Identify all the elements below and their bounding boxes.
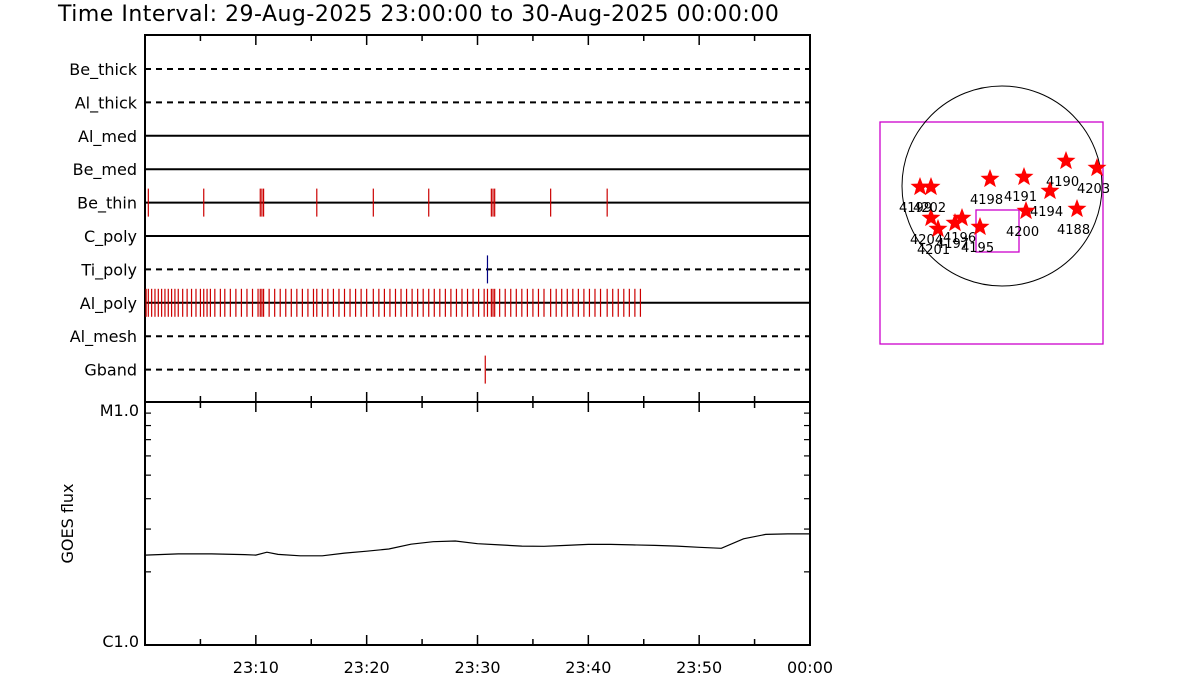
goes-frame	[144, 401, 811, 646]
y-axis-label: GOES flux	[58, 483, 77, 563]
solar-disk	[901, 85, 1103, 287]
ar-label: 4202	[913, 201, 946, 216]
page-title: Time Interval: 29-Aug-2025 23:00:00 to 3…	[58, 2, 780, 27]
ar-label: 4204	[910, 233, 943, 248]
ar-star	[980, 169, 1000, 188]
ar-star	[945, 213, 965, 232]
ar-star	[1040, 181, 1060, 200]
x-tick-label: 23:50	[676, 658, 722, 677]
ar-star	[928, 219, 948, 238]
ar-star	[1087, 158, 1107, 177]
goes-panel: M1.0 C1.0 GOES flux 23:10 23:20 23:30 23:40 23:…	[58, 401, 833, 677]
channel-label: Be_thin	[77, 194, 137, 214]
x-tick-label: 23:20	[344, 658, 390, 677]
channel-label: Al_med	[78, 127, 137, 147]
ar-label: 4203	[1077, 182, 1110, 197]
ar-label: 4194	[1030, 205, 1063, 220]
ar-star	[952, 208, 972, 227]
ar-label: 4195	[961, 241, 994, 256]
channel-label: Be_thick	[69, 60, 137, 80]
ar-label: 4201	[917, 243, 950, 258]
y-tick-label: M1.0	[100, 401, 139, 420]
ar-label: 4190	[1046, 175, 1079, 190]
channel-label: Be_med	[73, 160, 137, 180]
ar-label: 4188	[1057, 223, 1090, 238]
x-tick-label: 23:30	[454, 658, 500, 677]
ar-star	[921, 208, 941, 227]
goes-flux-line	[144, 533, 810, 557]
channel-label: Al_poly	[80, 294, 137, 314]
ar-star	[1067, 199, 1087, 218]
x-tick-label: 23:10	[233, 658, 279, 677]
channel-label: Ti_poly	[80, 260, 137, 280]
ar-star	[1014, 167, 1034, 186]
ar-label: 4191	[1004, 190, 1037, 205]
channel-label: Al_thick	[75, 93, 138, 113]
ar-star	[910, 177, 930, 196]
channel-label: Gband	[84, 361, 137, 380]
ar-star	[1016, 201, 1036, 220]
ar-label: 4196	[943, 231, 976, 246]
ar-label: 4197	[936, 237, 969, 252]
ar-label: 4199	[899, 201, 932, 216]
y-tick-label: C1.0	[102, 632, 139, 651]
x-tick-label: 00:00	[787, 658, 833, 677]
ar-star	[921, 177, 941, 196]
ar-star	[1056, 151, 1076, 170]
channel-label: C_poly	[84, 227, 137, 247]
x-tick-label: 23:40	[565, 658, 611, 677]
ar-label: 4200	[1006, 225, 1039, 240]
timeline-panel: Be_thick Al_thick Al_med Be_med Be_thin C_pol…	[69, 34, 811, 403]
channel-label: Al_mesh	[70, 327, 137, 347]
ar-star	[970, 217, 990, 236]
timeline-frame	[144, 34, 811, 403]
ar-label: 4198	[970, 193, 1003, 208]
fov-box	[879, 121, 1104, 345]
